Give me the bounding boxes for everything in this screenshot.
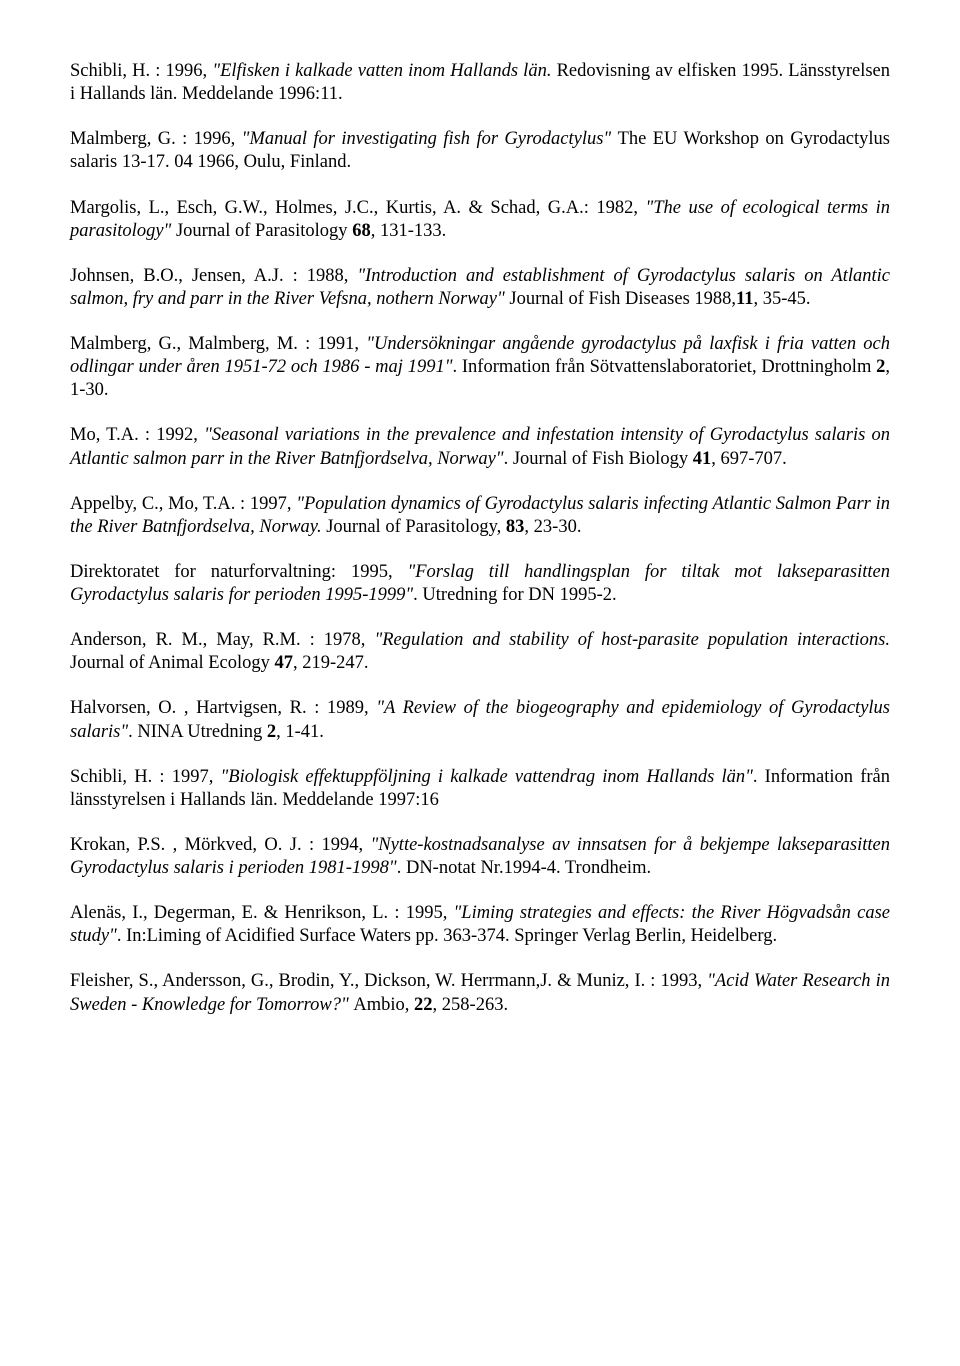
reference-text: Malmberg, G. : 1996, [70, 129, 242, 149]
reference-entry: Johnsen, B.O., Jensen, A.J. : 1988, "Int… [70, 265, 890, 311]
reference-text: . DN-notat Nr.1994-4. Trondheim. [397, 858, 651, 878]
reference-entry: Margolis, L., Esch, G.W., Holmes, J.C., … [70, 197, 890, 243]
reference-text: , 131-133. [371, 221, 447, 241]
reference-volume: 11 [736, 289, 753, 309]
reference-text: , 258-263. [433, 995, 509, 1015]
reference-title: "Biologisk effektuppföljning i kalkade v… [221, 767, 753, 787]
reference-title: "Manual for investigating fish for Gyrod… [242, 129, 618, 149]
reference-text: Ambio, [353, 995, 414, 1015]
reference-text: Krokan, P.S. , Mörkved, O. J. : 1994, [70, 835, 370, 855]
reference-volume: 2 [876, 357, 885, 377]
reference-text: Anderson, R. M., May, R.M. : 1978, [70, 630, 374, 650]
reference-text: Direktoratet for naturforvaltning: 1995, [70, 562, 407, 582]
reference-text: , 697-707. [711, 449, 787, 469]
reference-entry: Alenäs, I., Degerman, E. & Henrikson, L.… [70, 902, 890, 948]
reference-text: , 219-247. [293, 653, 369, 673]
reference-entry: Anderson, R. M., May, R.M. : 1978, "Regu… [70, 629, 890, 675]
reference-entry: Halvorsen, O. , Hartvigsen, R. : 1989, "… [70, 697, 890, 743]
reference-text: Mo, T.A. : 1992, [70, 425, 204, 445]
reference-text: . In:Liming of Acidified Surface Waters … [117, 926, 777, 946]
reference-text: Fleisher, S., Andersson, G., Brodin, Y.,… [70, 971, 707, 991]
reference-entry: Fleisher, S., Andersson, G., Brodin, Y.,… [70, 970, 890, 1016]
reference-text: Journal of Fish Diseases 1988, [509, 289, 736, 309]
reference-text: . Utredning for DN 1995-2. [413, 585, 616, 605]
reference-text: Margolis, L., Esch, G.W., Holmes, J.C., … [70, 198, 645, 218]
reference-text: Journal of Parasitology [176, 221, 352, 241]
reference-text: Journal of Parasitology, [326, 517, 506, 537]
reference-volume: 83 [506, 517, 525, 537]
reference-entry: Direktoratet for naturforvaltning: 1995,… [70, 561, 890, 607]
reference-text: , 35-45. [754, 289, 811, 309]
reference-title: "Elfisken i kalkade vatten inom Hallands… [212, 61, 556, 81]
reference-text: . NINA Utredning [128, 722, 267, 742]
reference-text: . Journal of Fish Biology [504, 449, 693, 469]
reference-text: Halvorsen, O. , Hartvigsen, R. : 1989, [70, 698, 376, 718]
reference-title: "Regulation and stability of host-parasi… [374, 630, 890, 650]
reference-text: Journal of Animal Ecology [70, 653, 275, 673]
reference-volume: 2 [267, 722, 276, 742]
reference-entry: Malmberg, G., Malmberg, M. : 1991, "Unde… [70, 333, 890, 402]
reference-volume: 47 [275, 653, 294, 673]
reference-volume: 41 [693, 449, 712, 469]
reference-entry: Krokan, P.S. , Mörkved, O. J. : 1994, "N… [70, 834, 890, 880]
reference-text: , 1-41. [276, 722, 324, 742]
reference-text: Alenäs, I., Degerman, E. & Henrikson, L.… [70, 903, 454, 923]
reference-entry: Appelby, C., Mo, T.A. : 1997, "Populatio… [70, 493, 890, 539]
reference-text: , 23-30. [524, 517, 581, 537]
reference-list: Schibli, H. : 1996, "Elfisken i kalkade … [70, 60, 890, 1017]
reference-entry: Schibli, H. : 1996, "Elfisken i kalkade … [70, 60, 890, 106]
reference-entry: Malmberg, G. : 1996, "Manual for investi… [70, 128, 890, 174]
reference-text: . Information från Sötvattenslaboratorie… [452, 357, 876, 377]
reference-entry: Mo, T.A. : 1992, "Seasonal variations in… [70, 424, 890, 470]
reference-text: Schibli, H. : 1996, [70, 61, 212, 81]
reference-text: Malmberg, G., Malmberg, M. : 1991, [70, 334, 366, 354]
reference-entry: Schibli, H. : 1997, "Biologisk effektupp… [70, 766, 890, 812]
reference-text: Johnsen, B.O., Jensen, A.J. : 1988, [70, 266, 357, 286]
reference-volume: 22 [414, 995, 433, 1015]
reference-text: Schibli, H. : 1997, [70, 767, 221, 787]
reference-volume: 68 [352, 221, 371, 241]
reference-text: Appelby, C., Mo, T.A. : 1997, [70, 494, 296, 514]
